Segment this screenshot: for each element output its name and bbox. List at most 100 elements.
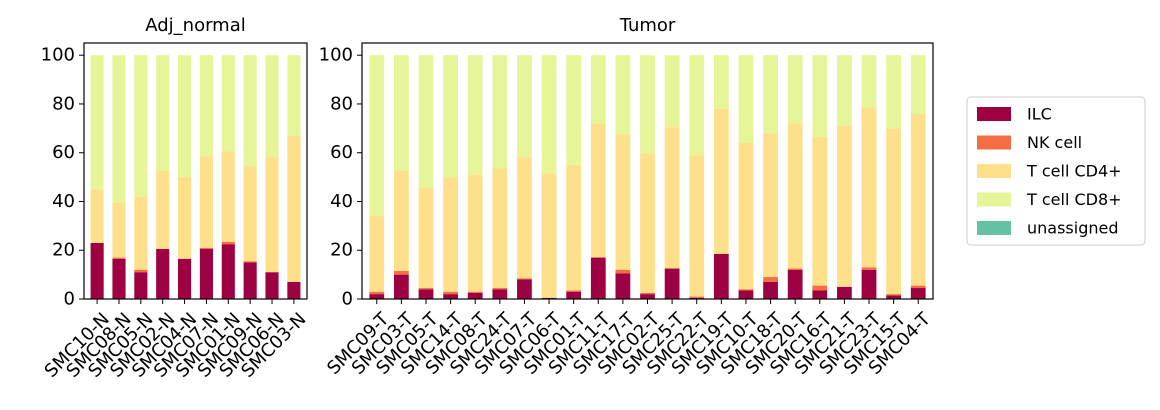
bar-smc05-n-t-cell-cd8 (134, 55, 148, 197)
bar-smc15-t-t-cell-cd8 (886, 55, 902, 129)
y-tick-label: 0 (64, 289, 75, 310)
chart-title: Tumor (619, 15, 676, 36)
bar-smc17-t-ilc (615, 273, 631, 299)
axes-frame (83, 42, 308, 300)
adj-normal-chart: SMC10-NSMC08-NSMC05-NSMC02-NSMC04-NSMC07… (41, 15, 311, 382)
bar-smc08-n-t-cell-cd4 (112, 202, 126, 258)
bar-smc03-t-t-cell-cd4 (393, 171, 409, 271)
bar-smc01-n-t-cell-cd8 (221, 55, 235, 152)
legend-swatch-ilc (977, 107, 1011, 121)
bar-smc06-n-t-cell-cd4 (265, 157, 279, 273)
bar-smc15-t-ilc (886, 295, 902, 299)
bar-smc05-t-t-cell-cd8 (418, 55, 434, 189)
bar-smc04-n-ilc (178, 258, 192, 299)
bar-smc03-n-t-cell-cd8 (287, 55, 301, 136)
bar-smc08-t-nk-cell (467, 291, 483, 293)
bar-smc02-n-t-cell-cd4 (156, 171, 170, 250)
bar-smc16-t-t-cell-cd8 (812, 55, 828, 137)
legend: ILC NK cell T cell CD4+ T cell CD8+ unassign… (966, 96, 1146, 246)
bar-smc20-t-nk-cell (787, 268, 803, 270)
bar-smc01-n-t-cell-cd4 (221, 151, 235, 242)
bar-smc25-t-ilc (664, 268, 680, 299)
chart-title: Adj_normal (145, 15, 246, 36)
bar-smc17-t-t-cell-cd4 (615, 134, 631, 270)
bar-smc10-n-ilc (90, 242, 104, 299)
bar-smc07-n-ilc (199, 249, 213, 299)
bar-smc04-t-t-cell-cd4 (910, 113, 926, 286)
bar-smc21-t-ilc (837, 286, 852, 299)
bar-smc01-n-ilc (221, 244, 235, 299)
bar-smc05-t-nk-cell (418, 288, 434, 290)
bar-smc07-n-t-cell-cd4 (199, 156, 213, 248)
bar-smc24-t-nk-cell (492, 288, 508, 290)
bar-smc04-t-ilc (910, 288, 926, 299)
bar-smc06-n-t-cell-cd8 (265, 55, 279, 158)
bar-smc20-t-t-cell-cd4 (787, 123, 803, 269)
y-tick-label: 40 (330, 191, 353, 212)
bar-smc02-n-t-cell-cd8 (156, 55, 170, 171)
bar-smc17-t-nk-cell (615, 269, 631, 274)
bar-smc09-t-ilc (369, 294, 385, 299)
legend-label-ilc: ILC (1027, 105, 1052, 124)
bar-smc04-t-nk-cell (910, 285, 926, 289)
bar-smc02-n-ilc (156, 249, 170, 299)
y-tick-label: 60 (330, 142, 353, 163)
bar-smc22-t-nk-cell (689, 296, 705, 298)
bar-smc21-t-t-cell-cd4 (837, 125, 852, 287)
bar-smc08-n-t-cell-cd8 (112, 55, 126, 203)
bar-smc04-n-t-cell-cd8 (178, 55, 192, 178)
bar-smc05-t-ilc (418, 289, 434, 299)
bar-smc18-t-ilc (763, 281, 778, 299)
bar-smc06-n-ilc (265, 272, 279, 299)
bar-smc09-n-t-cell-cd8 (243, 55, 257, 167)
bar-smc06-t-ilc (541, 297, 557, 299)
bar-smc06-t-t-cell-cd8 (541, 55, 557, 174)
bar-smc24-t-t-cell-cd8 (492, 55, 508, 169)
bar-smc11-t-t-cell-cd8 (590, 55, 606, 124)
y-tick-label: 100 (319, 45, 353, 66)
bar-smc07-t-ilc (517, 279, 532, 299)
bar-smc07-t-t-cell-cd8 (517, 55, 532, 158)
bar-smc19-t-t-cell-cd4 (713, 108, 729, 254)
bar-smc16-t-ilc (812, 290, 828, 299)
bar-smc14-t-nk-cell (443, 291, 458, 295)
bar-smc01-t-ilc (566, 291, 582, 299)
bar-smc23-t-ilc (861, 269, 877, 299)
legend-label-t-cell-cd8: T cell CD8+ (1026, 190, 1122, 209)
bar-smc05-n-nk-cell (134, 269, 148, 273)
bar-smc23-t-t-cell-cd4 (861, 107, 877, 268)
bar-smc06-t-t-cell-cd4 (541, 173, 557, 298)
tumor-chart: SMC09-TSMC03-TSMC05-TSMC14-TSMC08-TSMC24… (319, 15, 936, 379)
bar-smc15-t-t-cell-cd4 (886, 128, 902, 295)
bar-smc03-n-t-cell-cd4 (287, 135, 301, 282)
y-tick-label: 100 (41, 45, 75, 66)
bar-smc02-t-ilc (640, 294, 655, 299)
bar-smc10-n-t-cell-cd4 (90, 189, 104, 243)
bar-smc22-t-t-cell-cd8 (689, 55, 705, 156)
legend-swatch-unassigned (977, 221, 1011, 235)
bar-smc14-t-ilc (443, 294, 458, 299)
bar-smc02-t-t-cell-cd4 (640, 153, 655, 293)
legend-swatch-t-cell-cd4 (977, 164, 1011, 178)
bar-smc09-t-t-cell-cd4 (369, 216, 385, 292)
bar-smc03-t-ilc (393, 274, 409, 299)
y-tick-label: 20 (52, 240, 75, 261)
bar-smc16-t-t-cell-cd4 (812, 136, 828, 286)
bar-smc05-n-t-cell-cd4 (134, 196, 148, 270)
bar-smc25-t-t-cell-cd4 (664, 127, 680, 269)
bar-smc03-n-ilc (287, 281, 301, 299)
bar-smc03-t-nk-cell (393, 270, 409, 275)
bar-smc17-t-t-cell-cd8 (615, 55, 631, 135)
y-tick-label: 40 (52, 191, 75, 212)
bar-smc01-t-t-cell-cd4 (566, 164, 582, 291)
bar-smc11-t-ilc (590, 257, 606, 299)
bar-smc08-t-t-cell-cd4 (467, 174, 483, 292)
y-tick-label: 80 (330, 93, 353, 114)
legend-swatch-t-cell-cd8 (977, 192, 1011, 207)
bar-smc01-t-t-cell-cd8 (566, 55, 582, 165)
axes-frame (361, 42, 934, 300)
bar-smc07-t-nk-cell (517, 278, 532, 280)
legend-swatch-nk-cell (977, 135, 1011, 150)
bar-smc09-n-t-cell-cd4 (243, 166, 257, 262)
